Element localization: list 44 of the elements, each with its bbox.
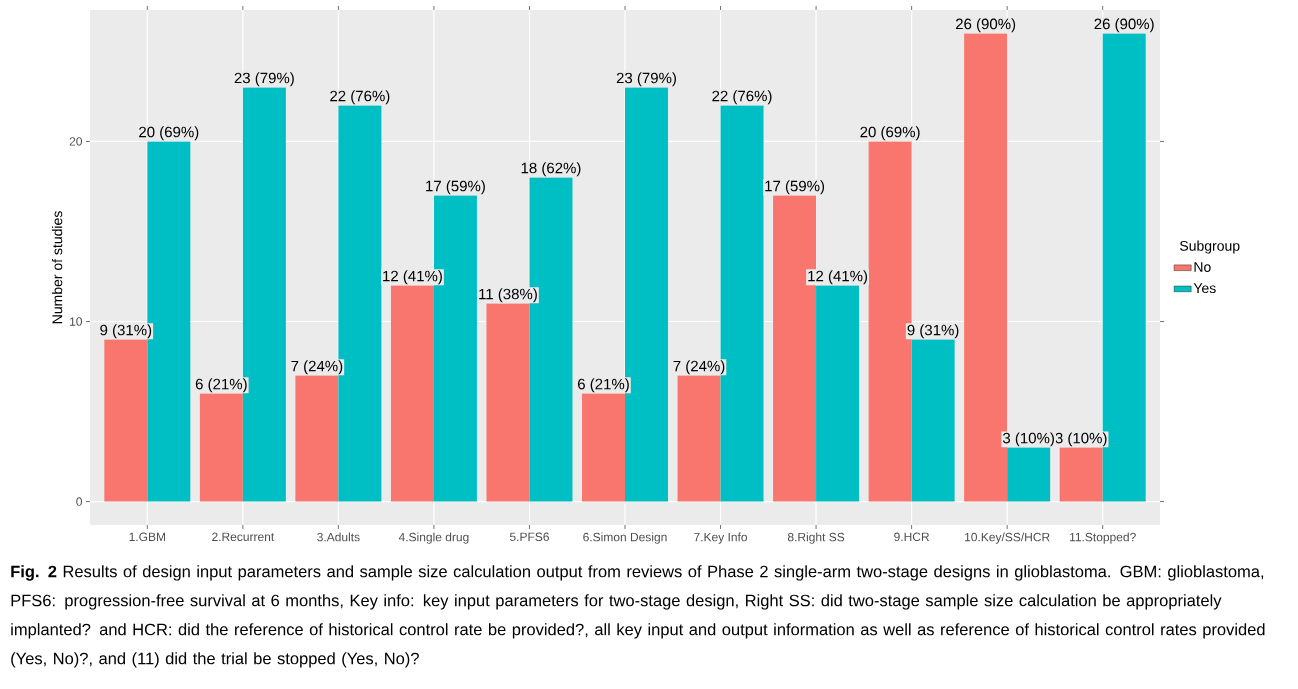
data-label: 9 (31%) xyxy=(907,324,959,339)
bar xyxy=(1007,447,1051,502)
data-label: 9 (31%) xyxy=(100,324,152,339)
legend-title: Subgroup xyxy=(1180,240,1240,254)
x-tick-label: 2.Recurrent xyxy=(212,532,275,542)
x-tick-label: 1.GBM xyxy=(129,532,165,542)
data-label: 20 (69%) xyxy=(860,126,920,141)
x-tick-label: 3.Adults xyxy=(317,532,360,542)
data-label: 3 (10%) xyxy=(1055,432,1107,447)
data-label: 6 (21%) xyxy=(195,378,247,393)
data-label: 6 (21%) xyxy=(578,378,629,393)
data-label: 3 (10%) xyxy=(1002,432,1054,447)
x-tick-label: 7.Key Info xyxy=(694,532,748,544)
data-label: 12 (41%) xyxy=(383,270,442,285)
data-label: 7 (24%) xyxy=(673,360,725,375)
data-label: 26 (90%) xyxy=(955,18,1016,33)
data-label: 17 (59%) xyxy=(765,180,825,195)
x-tick-label: 9.HCR xyxy=(894,532,930,542)
x-tick-label: 8.Right SS xyxy=(787,532,845,544)
x-tick-label: 4.Single drug xyxy=(398,532,469,544)
bar xyxy=(816,285,860,502)
data-label: 26 (90%) xyxy=(1094,18,1154,33)
data-label: 17 (59%) xyxy=(426,180,485,195)
y-tick-label: 20 xyxy=(69,137,83,146)
data-label: 11 (38%) xyxy=(479,288,537,303)
data-label: 23 (79%) xyxy=(616,72,676,87)
x-tick-label: 5.PFS6 xyxy=(509,532,549,542)
data-label: 20 (69%) xyxy=(139,126,199,141)
y-tick-label: 0 xyxy=(76,497,83,506)
y-tick-label: 10 xyxy=(70,317,83,326)
data-label: 18 (62%) xyxy=(521,162,581,177)
x-tick-label: 10.Key/SS/HCR xyxy=(965,532,1050,544)
data-label: 12 (41%) xyxy=(808,270,868,285)
x-tick-label: 11.Stopped? xyxy=(1070,532,1136,544)
data-label: 7 (24%) xyxy=(291,360,343,375)
x-tick-label: 6.Simon Design xyxy=(583,532,667,544)
data-label: 23 (79%) xyxy=(234,72,294,87)
legend-label: Yes xyxy=(1193,283,1216,294)
bar xyxy=(390,285,434,502)
legend-label: No xyxy=(1194,262,1211,272)
text: Fig. 2 Results of design input parameters and sample size calculation output from reviews of Phase 2 single-arm two-stage designs in glioblastoma. GBM: glioblastoma, PFS6: progression-free survival at 6 months, Key info: key input parameters for two-stage design, Right SS: did two-stage sample size calculation be appropriately implanted? and HCR: did the reference of historical control rate be provided?, all key input and output information as well as reference of historical control rates provided (Yes, No)?, and (11) did the trial be stopped (Yes, No)? xyxy=(11,565,1265,668)
data-label: 22 (76%) xyxy=(330,90,390,105)
y-axis-title: Number of studies xyxy=(51,211,63,324)
data-label: 22 (76%) xyxy=(712,90,772,105)
